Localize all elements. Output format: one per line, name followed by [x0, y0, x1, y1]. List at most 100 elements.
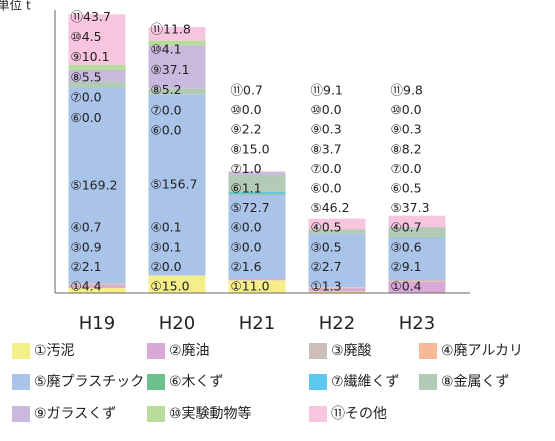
legend-label: ⑦繊維くず — [331, 374, 400, 390]
data-label: ⑦0.0 — [71, 90, 102, 105]
legend-swatch — [12, 343, 30, 359]
data-label: ②1.6 — [231, 259, 262, 274]
bar-segment — [228, 193, 286, 195]
data-label: ②0.0 — [151, 259, 182, 274]
bar-segment — [308, 291, 366, 293]
data-label: ⑨0.3 — [311, 122, 342, 137]
data-label: ⑪9.1 — [311, 83, 343, 98]
bar-segment — [228, 172, 286, 175]
data-label: ⑤37.3 — [391, 200, 430, 215]
data-label: ⑧8.2 — [391, 141, 422, 156]
data-label: ⑤156.7 — [151, 176, 198, 191]
bar-segment — [308, 229, 366, 234]
data-label: ③0.1 — [151, 239, 182, 254]
data-label: ⑪43.7 — [71, 9, 111, 24]
bar-segment — [228, 191, 286, 194]
data-label: ⑥0.0 — [71, 110, 102, 125]
legend-label: ⑥木くず — [169, 374, 224, 390]
data-label: ⑨10.1 — [71, 49, 110, 64]
data-label: ⑦0.0 — [151, 102, 182, 117]
data-label: ⑧5.2 — [151, 82, 182, 97]
bar-segment — [308, 218, 366, 230]
data-label: ③0.5 — [311, 239, 342, 254]
data-label: ⑨2.2 — [231, 122, 262, 137]
data-label: ⑥0.0 — [151, 123, 182, 138]
data-label: ⑩0.0 — [311, 102, 342, 117]
data-label: ⑧5.5 — [71, 69, 102, 84]
data-label: ⑩0.0 — [391, 102, 422, 117]
legend-label: ①汚泥 — [34, 343, 75, 359]
data-label: ④0.7 — [71, 220, 102, 235]
data-label: ⑥0.0 — [311, 181, 342, 196]
bar-segment — [148, 275, 206, 293]
data-label: ①15.0 — [151, 279, 190, 294]
bar-segment — [388, 282, 446, 293]
bar-segment — [68, 283, 126, 285]
bar-segment — [388, 280, 446, 282]
legend-swatch — [309, 374, 327, 390]
data-label: ②2.1 — [71, 259, 102, 274]
x-tick-label: H20 — [159, 313, 195, 334]
bar-segment — [148, 88, 206, 95]
bar-segment — [388, 215, 446, 227]
bar-segment — [68, 14, 126, 65]
data-label: ⑪9.8 — [391, 83, 423, 98]
data-label: ①4.4 — [71, 279, 102, 294]
data-label: ⑧15.0 — [231, 141, 270, 156]
data-label: ③0.0 — [231, 239, 262, 254]
bar-segment — [228, 194, 286, 279]
bar-segment — [68, 70, 126, 82]
data-label: ⑪11.8 — [151, 22, 191, 37]
legend-label: ③廃酸 — [331, 342, 372, 359]
data-label: ①11.0 — [231, 279, 270, 294]
legend-swatch — [419, 343, 437, 359]
legend-label: ⑩実験動物等 — [169, 405, 252, 422]
x-tick-label: H21 — [239, 313, 275, 334]
legend-label: ⑨ガラスくず — [34, 406, 116, 422]
data-label: ⑦0.0 — [311, 161, 342, 176]
bar-segment — [68, 81, 126, 89]
legend-label: ⑤廃プラスチック — [34, 373, 144, 390]
data-label: ⑪0.7 — [231, 83, 263, 98]
legend-label: ⑪その他 — [331, 406, 387, 422]
bar-segment — [68, 284, 126, 286]
bar-segment — [228, 171, 286, 173]
bar-segment — [388, 227, 446, 237]
bar-segment — [308, 233, 366, 288]
data-label: ⑦1.0 — [231, 161, 262, 176]
x-tick-label: H23 — [399, 313, 435, 334]
legend-swatch — [147, 343, 165, 359]
data-label: ⑥1.1 — [231, 181, 262, 196]
data-label: ⑤169.2 — [71, 177, 118, 192]
legend-swatch — [309, 343, 327, 359]
bar-segment — [388, 281, 446, 283]
bar-segment — [148, 94, 206, 276]
bar-segment — [228, 280, 286, 293]
x-tick-label: H19 — [79, 313, 115, 334]
bar-segment — [68, 285, 126, 288]
data-label: ②2.7 — [311, 259, 342, 274]
data-label: ④0.0 — [231, 220, 262, 235]
bar-segment — [148, 40, 206, 46]
data-label: ⑩4.5 — [71, 29, 102, 44]
legend-label: ④廃アルカリ — [441, 342, 523, 359]
data-label: ⑩0.0 — [231, 102, 262, 117]
bar-segment — [228, 174, 286, 192]
data-label: ①1.3 — [311, 279, 342, 294]
bar-segment — [148, 27, 206, 41]
data-label: ⑩4.1 — [151, 42, 182, 57]
bar-segment — [148, 45, 206, 89]
bar-segment — [68, 287, 126, 293]
data-label: ⑥0.5 — [391, 181, 422, 196]
data-label: ③0.6 — [391, 239, 422, 254]
bar-segment — [68, 64, 126, 71]
bar-segment — [308, 287, 366, 289]
data-label: ③0.9 — [71, 239, 102, 254]
data-label: ⑨37.1 — [151, 62, 190, 77]
data-label: ②9.1 — [391, 259, 422, 274]
bar-segment — [68, 88, 126, 284]
legend-swatch — [147, 374, 165, 390]
bar-segment — [388, 236, 446, 238]
legend-swatch — [12, 374, 30, 390]
